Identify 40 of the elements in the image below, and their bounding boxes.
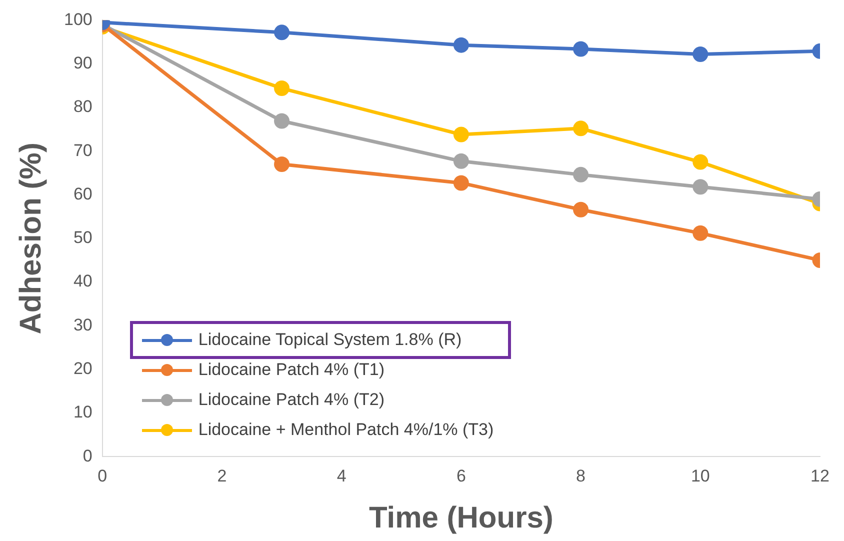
- x-tick-label: 6: [456, 466, 466, 486]
- point: [453, 175, 469, 191]
- point: [274, 80, 290, 96]
- point: [274, 113, 290, 129]
- y-tick-label: 20: [73, 359, 92, 378]
- y-axis-title: Adhesion (%): [14, 142, 48, 334]
- y-tick-label: 80: [73, 97, 92, 116]
- point: [573, 166, 589, 182]
- legend-label: Lidocaine Patch 4% (T2): [198, 390, 385, 410]
- x-tick-label: 10: [690, 466, 710, 486]
- point: [573, 120, 589, 136]
- y-tick-label: 30: [73, 315, 92, 334]
- y-tick-label: 70: [73, 140, 92, 160]
- point: [692, 154, 708, 170]
- point: [453, 126, 469, 142]
- y-tick-label: 0: [82, 446, 92, 466]
- x-tick-label: 0: [98, 466, 108, 486]
- point: [274, 156, 290, 172]
- x-tick-label: 8: [576, 466, 586, 486]
- x-axis-title: Time (Hours): [368, 501, 554, 534]
- y-tick-label: 50: [73, 228, 92, 248]
- legend-label: Lidocaine + Menthol Patch 4%/1% (T3): [198, 420, 494, 440]
- point: [692, 46, 708, 62]
- point: [453, 37, 469, 53]
- point: [573, 41, 589, 57]
- point: [692, 179, 708, 195]
- point: [453, 153, 469, 169]
- y-tick-label: 100: [64, 10, 92, 29]
- y-tick-label: 60: [73, 184, 92, 204]
- legend-label: Lidocaine Topical System 1.8% (R): [198, 330, 462, 350]
- y-tick-label: 40: [73, 272, 92, 291]
- legend-label: Lidocaine Patch 4% (T1): [198, 360, 385, 380]
- point: [274, 24, 290, 40]
- point: [573, 202, 589, 218]
- y-tick-label: 10: [73, 402, 92, 422]
- x-tick-label: 12: [810, 466, 830, 486]
- x-tick-label: 2: [217, 466, 227, 486]
- point: [692, 225, 708, 241]
- y-tick-label: 90: [73, 54, 92, 73]
- x-tick-label: 4: [336, 466, 346, 486]
